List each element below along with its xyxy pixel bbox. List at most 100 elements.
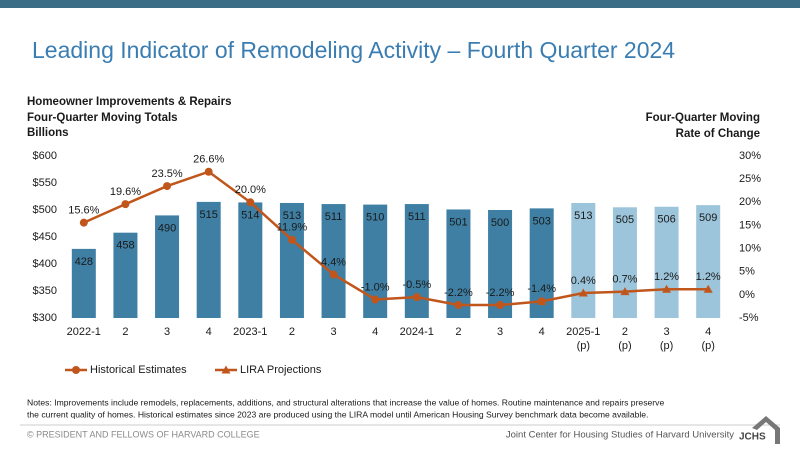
bar [279, 202, 304, 318]
bar-label: 490 [158, 222, 176, 234]
x-tick-label: 2023-1 [233, 326, 267, 338]
bar [321, 204, 346, 318]
y2-tick-label: 5% [739, 266, 755, 278]
bar-label: 511 [408, 211, 426, 223]
marker [79, 218, 88, 227]
data-label: -2.2% [444, 287, 473, 299]
data-label: 20.0% [235, 184, 266, 196]
x-tick-label: 2022-1 [67, 326, 101, 338]
x-tick-label: 2 [455, 326, 461, 338]
y2-axis-title: Rate of Change [676, 128, 760, 140]
chart-title: Leading Indicator of Remodeling Activity… [32, 37, 675, 63]
legend-label: Historical Estimates [90, 364, 187, 376]
x-tick-label: 2024-1 [400, 326, 434, 338]
data-label: -1.4% [527, 283, 556, 295]
y2-tick-label: 30% [739, 150, 761, 162]
bar-label: 501 [449, 216, 467, 228]
x-tick-label: 3 [331, 326, 337, 338]
line [83, 170, 542, 307]
marker [121, 200, 130, 209]
marker [537, 297, 546, 306]
x-tick-label: 3 [497, 326, 503, 338]
marker [496, 301, 505, 310]
data-label: 1.2% [654, 271, 679, 283]
bar-label: 510 [366, 212, 384, 224]
note: the current quality of homes. Historical… [27, 409, 648, 419]
x-tick-label: 4 [705, 326, 711, 338]
x-tick-note: (p) [618, 340, 631, 352]
y-tick-label: $300 [33, 312, 57, 324]
y-axis-title: Billions [27, 127, 69, 139]
marker [204, 167, 213, 176]
y-tick-label: $500 [33, 204, 57, 216]
marker [163, 182, 172, 191]
x-tick-label: 2 [289, 326, 295, 338]
bar [155, 215, 180, 318]
marker [287, 235, 296, 244]
bar [196, 201, 221, 318]
y2-axis-title: Four-Quarter Moving [646, 112, 760, 124]
data-label: 11.9% [277, 222, 308, 234]
y2-tick-label: 10% [739, 242, 761, 254]
y2-tick-label: 15% [739, 219, 761, 231]
marker [329, 270, 338, 279]
legend-label: LIRA Projections [240, 364, 322, 376]
bar [696, 205, 721, 318]
bar-label: 506 [657, 214, 675, 226]
x-tick-label: 4 [539, 326, 545, 338]
bar-label: 503 [533, 215, 551, 227]
data-label: 23.5% [151, 168, 182, 180]
data-label: -0.5% [402, 279, 431, 291]
data-label: 26.6% [193, 154, 224, 166]
top-bar [0, 0, 800, 8]
y2-tick-label: -5% [739, 312, 759, 324]
marker [454, 301, 463, 310]
marker [246, 198, 255, 207]
bar [571, 202, 596, 318]
y2-tick-label: 0% [739, 289, 755, 301]
x-tick-note: (p) [660, 340, 673, 352]
bar-label: 500 [491, 217, 509, 229]
note: Notes: Improvements include remodels, re… [27, 397, 664, 407]
bar [612, 207, 637, 318]
bar [71, 248, 96, 318]
y-tick-label: $550 [33, 177, 57, 189]
data-label: 0.4% [571, 275, 596, 287]
data-label: 0.7% [612, 274, 637, 286]
data-label: 19.6% [110, 186, 141, 198]
bar [238, 202, 263, 318]
x-tick-label: 4 [206, 326, 212, 338]
logo: JCHS [739, 432, 766, 443]
bar-label: 515 [200, 209, 218, 221]
bar-label: 509 [699, 212, 717, 224]
footer-left: © PRESIDENT AND FELLOWS OF HARVARD COLLE… [27, 429, 260, 439]
x-tick-label: 4 [372, 326, 378, 338]
x-tick-label: 2 [622, 326, 628, 338]
logo-house [752, 416, 780, 444]
bar-label: 513 [574, 210, 592, 222]
y-axis-title: Four-Quarter Moving Totals [27, 112, 178, 124]
marker [412, 293, 421, 302]
marker [703, 284, 713, 293]
bar [488, 210, 513, 318]
x-tick-label: 3 [664, 326, 670, 338]
footer-right: Joint Center for Housing Studies of Harv… [506, 430, 734, 441]
y2-tick-label: 25% [739, 173, 761, 185]
bar-label: 511 [325, 211, 343, 223]
data-label: 4.4% [321, 256, 346, 268]
bar [113, 232, 138, 318]
marker [371, 295, 380, 304]
marker [662, 284, 672, 293]
y-axis-title: Homeowner Improvements & Repairs [27, 96, 232, 108]
legend-marker [72, 366, 80, 374]
data-label: -2.2% [486, 287, 515, 299]
y-tick-label: $600 [33, 150, 57, 162]
bar [654, 206, 679, 318]
marker [620, 287, 630, 296]
data-label: -1.0% [361, 281, 390, 293]
x-tick-label: 2 [122, 326, 128, 338]
y-tick-label: $350 [33, 285, 57, 297]
legend-marker [221, 365, 231, 374]
data-label: 15.6% [68, 205, 99, 217]
